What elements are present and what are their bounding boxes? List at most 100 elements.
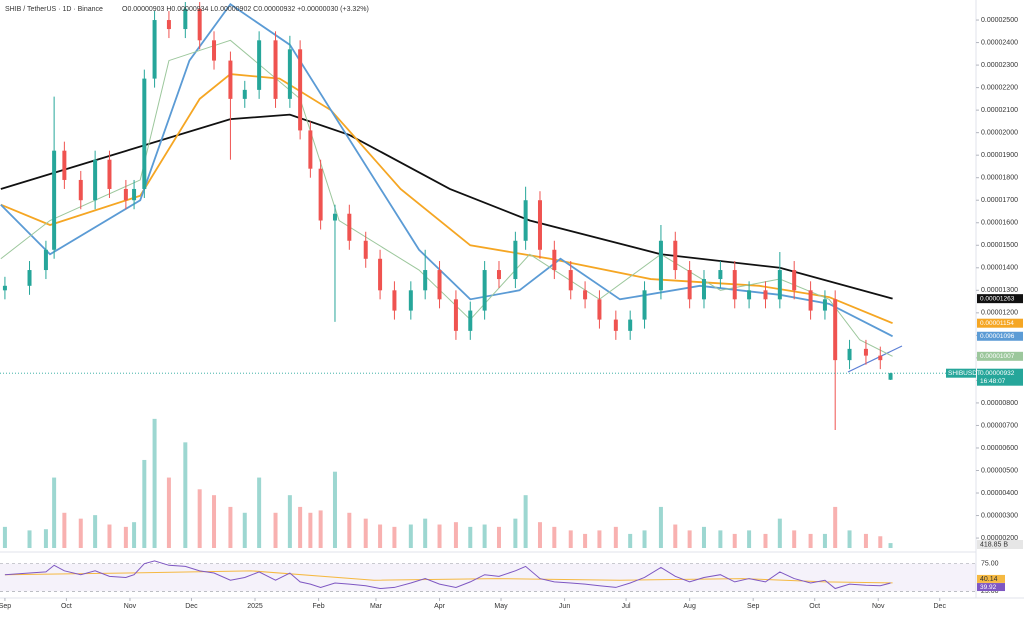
candle-body xyxy=(78,179,83,201)
candle-body xyxy=(833,299,838,361)
volume-bar xyxy=(523,495,528,548)
ma-price-label: 0.00001096 xyxy=(980,333,1015,340)
candle-body xyxy=(847,348,852,361)
candle-body xyxy=(822,299,827,311)
candle-body xyxy=(552,249,557,271)
y-tick-label: 0.00001400 xyxy=(981,265,1018,272)
volume-bar xyxy=(332,471,337,548)
candle-body xyxy=(673,240,678,271)
candle-body xyxy=(378,258,383,291)
volume-bar xyxy=(197,489,202,548)
candle-body xyxy=(408,290,413,311)
x-tick-label: Aug xyxy=(683,603,696,610)
y-tick-label: 0.00000600 xyxy=(981,445,1018,452)
volume-bar xyxy=(347,512,352,548)
volume-bar xyxy=(142,459,147,548)
rsi-band xyxy=(0,563,976,592)
y-tick-label: 0.00002500 xyxy=(981,17,1018,24)
volume-bar xyxy=(183,442,188,548)
volume-bar xyxy=(2,526,7,548)
x-tick-label: Feb xyxy=(313,603,325,610)
candle-body xyxy=(583,290,588,300)
volume-bar xyxy=(888,543,893,548)
candle-body xyxy=(878,355,883,361)
last-price-label: 0.00000932 xyxy=(980,370,1015,377)
volume-bar xyxy=(27,530,32,548)
candle-body xyxy=(437,270,442,300)
candle-body xyxy=(332,213,337,221)
volume-bar xyxy=(777,518,782,548)
candle-body xyxy=(132,188,137,201)
candle-body xyxy=(142,78,147,189)
y-tick-label: 0.00000800 xyxy=(981,400,1018,407)
rsi-tag xyxy=(977,583,1005,592)
candle-body xyxy=(513,240,518,280)
volume-bar xyxy=(212,495,217,548)
volume-bar xyxy=(658,506,663,548)
candle-body xyxy=(747,290,752,300)
candle-body xyxy=(27,270,32,286)
volume-bar xyxy=(52,477,57,548)
volume-bar xyxy=(718,530,723,548)
y-tick-label: 0.00000500 xyxy=(981,467,1018,474)
x-tick-label: Nov xyxy=(872,603,885,610)
candle-body xyxy=(792,270,797,291)
volume-bar xyxy=(701,526,706,548)
y-tick-label: 0.00002200 xyxy=(981,84,1018,91)
x-tick-label: Oct xyxy=(809,603,820,610)
candle-body xyxy=(166,20,171,30)
ohlc-readout: O0.00000903 H0.00000934 L0.00000902 C0.0… xyxy=(122,6,369,13)
candle-body xyxy=(123,188,128,201)
volume-bar xyxy=(642,530,647,548)
volume-bar xyxy=(152,418,157,548)
volume-bar xyxy=(62,512,67,548)
candle-body xyxy=(613,319,618,331)
y-tick-label: 0.00002300 xyxy=(981,62,1018,69)
x-tick-label: Dec xyxy=(185,603,198,610)
x-tick-label: Jun xyxy=(559,603,570,610)
y-tick-label: 0.00001500 xyxy=(981,242,1018,249)
volume-bar xyxy=(257,477,262,548)
volume-bar xyxy=(763,533,768,548)
candle-body xyxy=(597,299,602,320)
ma-price-label: 0.00001007 xyxy=(980,353,1015,360)
last-price-tag xyxy=(977,368,1023,386)
candle-body xyxy=(777,270,782,300)
volume-bar xyxy=(363,518,368,548)
volume-bar xyxy=(822,533,827,548)
candle-body xyxy=(228,60,233,99)
volume-bar xyxy=(273,512,278,548)
symbol-title: SHIB / TetherUS · 1D · Binance xyxy=(5,6,103,13)
candle-body xyxy=(308,130,313,169)
volume-bar xyxy=(132,522,137,548)
volume-bar xyxy=(318,510,323,548)
volume-bar xyxy=(437,524,442,548)
volume-bar xyxy=(808,533,813,548)
volume-bar xyxy=(107,524,112,548)
volume-bar xyxy=(242,512,247,548)
ma-price-tag xyxy=(977,294,1023,304)
volume-bar xyxy=(878,536,883,548)
ma-price-label: 0.00001263 xyxy=(980,295,1015,302)
candle-body xyxy=(888,373,893,380)
y-tick-label: 0.00001700 xyxy=(981,197,1018,204)
x-tick-label: Dec xyxy=(934,603,947,610)
candle-body xyxy=(242,89,247,99)
y-tick-label: 0.00001800 xyxy=(981,175,1018,182)
volume-bar xyxy=(408,524,413,548)
volume-bar xyxy=(687,530,692,548)
candle-body xyxy=(273,40,278,99)
x-tick-label: Mar xyxy=(370,603,383,610)
volume-bar xyxy=(482,524,487,548)
volume-bar xyxy=(453,522,458,548)
volume-bar xyxy=(166,477,171,548)
candle-body xyxy=(298,49,303,131)
rsi-tick-label: 25.00 xyxy=(981,588,999,595)
x-tick-label: Oct xyxy=(61,603,72,610)
volume-bar xyxy=(287,495,292,548)
candle-body xyxy=(183,8,188,30)
candle-body xyxy=(568,270,573,291)
volume-bar xyxy=(423,518,428,548)
